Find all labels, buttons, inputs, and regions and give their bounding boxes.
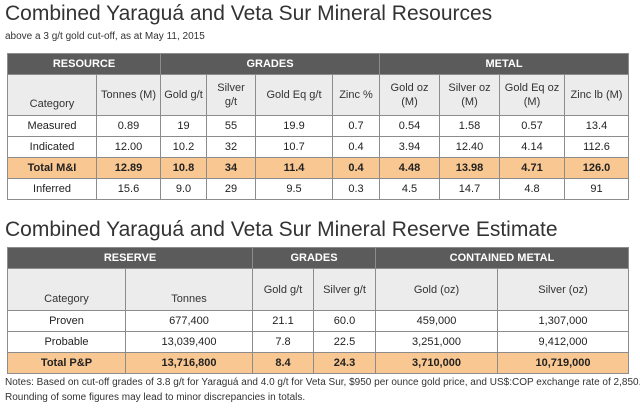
row-label: Proven bbox=[7, 310, 126, 332]
row-label: Indicated bbox=[7, 136, 97, 158]
table-cell: 34 bbox=[206, 157, 256, 179]
table-cell: 7.8 bbox=[252, 331, 314, 353]
table-cell: 10,719,000 bbox=[496, 352, 630, 374]
col-header-silver-oz: Silver (oz) bbox=[496, 268, 630, 311]
notes-line-1: Notes: Based on cut-off grades of 3.8 g/… bbox=[5, 377, 640, 388]
table-cell: 9.0 bbox=[160, 178, 207, 200]
col-header-gold-gt: Gold g/t bbox=[252, 268, 314, 311]
table-cell: 4.5 bbox=[379, 178, 440, 200]
table-cell: 12.40 bbox=[439, 136, 500, 158]
col-header-gold-eq-oz: Gold Eq oz (M) bbox=[499, 74, 565, 116]
table-cell: 9.5 bbox=[255, 178, 333, 200]
col-header-gold-eq-gt: Gold Eq g/t bbox=[255, 74, 333, 116]
table-cell: 13,039,400 bbox=[125, 331, 253, 353]
table-row: Probable 13,039,400 7.8 22.5 3,251,000 9,412,… bbox=[7, 331, 630, 353]
notes-line-2: Rounding of some figures may lead to min… bbox=[5, 392, 306, 403]
table-cell: 0.54 bbox=[379, 115, 440, 137]
row-label: Inferred bbox=[7, 178, 97, 200]
table-row: Proven 677,400 21.1 60.0 459,000 1,307,000 bbox=[7, 310, 630, 332]
table-cell: 3.94 bbox=[379, 136, 440, 158]
table-cell: 10.2 bbox=[160, 136, 207, 158]
group-header-reserve: RESERVE bbox=[7, 247, 253, 269]
col-header-gold-oz: Gold oz (M) bbox=[379, 74, 440, 116]
table-cell: 19.9 bbox=[255, 115, 333, 137]
row-label: Total P&P bbox=[7, 352, 126, 374]
table-cell: 112.6 bbox=[563, 136, 630, 158]
table-cell: 13,716,800 bbox=[125, 352, 253, 374]
table-cell: 91 bbox=[563, 178, 630, 200]
table-cell: 0.7 bbox=[332, 115, 380, 137]
col-header-category: Category bbox=[7, 74, 97, 116]
table-cell: 677,400 bbox=[125, 310, 253, 332]
reserves-table: RESERVE GRADES CONTAINED METAL Category … bbox=[7, 247, 630, 374]
row-label: Probable bbox=[7, 331, 126, 353]
table-cell: 8.4 bbox=[252, 352, 314, 374]
table-cell: 4.14 bbox=[499, 136, 565, 158]
col-header-tonnes: Tonnes (M) bbox=[96, 74, 161, 116]
resources-subtitle: above a 3 g/t gold cut-off, as at May 11… bbox=[5, 31, 205, 42]
group-header-contained-metal: CONTAINED METAL bbox=[374, 247, 630, 269]
table-cell: 3,251,000 bbox=[375, 331, 498, 353]
row-label: Total M&I bbox=[7, 157, 97, 179]
group-header-metal: METAL bbox=[378, 53, 630, 75]
table-cell: 60.0 bbox=[313, 310, 376, 332]
table-cell: 0.4 bbox=[332, 136, 380, 158]
col-header-silver-oz: Silver oz (M) bbox=[439, 74, 500, 116]
row-label: Measured bbox=[7, 115, 97, 137]
col-header-zinc-lb: Zinc lb (M) bbox=[563, 74, 630, 116]
table-cell: 24.3 bbox=[313, 352, 376, 374]
group-header-grades: GRADES bbox=[160, 53, 380, 75]
notes: Notes: Based on cut-off grades of 3.8 g/… bbox=[5, 375, 640, 405]
col-header-category: Category bbox=[7, 268, 126, 311]
resources-table: RESOURCE GRADES METAL Category Tonnes (M… bbox=[7, 53, 630, 200]
table-cell: 32 bbox=[206, 136, 256, 158]
table-cell: 4.48 bbox=[379, 157, 440, 179]
table-row: Total P&P 13,716,800 8.4 24.3 3,710,000 10,71… bbox=[7, 352, 630, 374]
table-cell: 12.89 bbox=[96, 157, 161, 179]
table-cell: 0.4 bbox=[332, 157, 380, 179]
table-cell: 12.00 bbox=[96, 136, 161, 158]
table-cell: 3,710,000 bbox=[375, 352, 498, 374]
table-cell: 14.7 bbox=[439, 178, 500, 200]
table-cell: 0.3 bbox=[332, 178, 380, 200]
table-cell: 29 bbox=[206, 178, 256, 200]
table-cell: 1,307,000 bbox=[496, 310, 630, 332]
table-cell: 4.8 bbox=[499, 178, 565, 200]
group-header-resource: RESOURCE bbox=[7, 53, 161, 75]
table-cell: 19 bbox=[160, 115, 207, 137]
resources-title: Combined Yaraguá and Veta Sur Mineral Re… bbox=[5, 2, 493, 25]
group-header-grades: GRADES bbox=[252, 247, 376, 269]
col-header-gold-oz: Gold (oz) bbox=[375, 268, 498, 311]
table-cell: 9,412,000 bbox=[496, 331, 630, 353]
table-cell: 10.7 bbox=[255, 136, 333, 158]
table-cell: 15.6 bbox=[96, 178, 161, 200]
table-cell: 1.58 bbox=[439, 115, 500, 137]
table-cell: 126.0 bbox=[563, 157, 630, 179]
table-cell: 10.8 bbox=[160, 157, 207, 179]
table-cell: 11.4 bbox=[255, 157, 333, 179]
reserves-title: Combined Yaraguá and Veta Sur Mineral Re… bbox=[5, 218, 558, 241]
table-cell: 21.1 bbox=[252, 310, 314, 332]
col-header-gold-gt: Gold g/t bbox=[160, 74, 207, 116]
table-cell: 13.98 bbox=[439, 157, 500, 179]
col-header-silver-gt: Silver g/t bbox=[313, 268, 376, 311]
table-cell: 459,000 bbox=[375, 310, 498, 332]
table-cell: 13.4 bbox=[563, 115, 630, 137]
table-row: Inferred 15.6 9.0 29 9.5 0.3 4.5 14.7 4.8 91 bbox=[7, 178, 630, 200]
table-row: Indicated 12.00 10.2 32 10.7 0.4 3.94 12.40 4.14… bbox=[7, 136, 630, 158]
table-row: Measured 0.89 19 55 19.9 0.7 0.54 1.58 0.57 13.4 bbox=[7, 115, 630, 137]
table-cell: 0.89 bbox=[96, 115, 161, 137]
col-header-zinc-pct: Zinc % bbox=[332, 74, 380, 116]
table-cell: 55 bbox=[206, 115, 256, 137]
table-row: Total M&I 12.89 10.8 34 11.4 0.4 4.48 13.98 4.71… bbox=[7, 157, 630, 179]
col-header-silver-gt: Silver g/t bbox=[206, 74, 256, 116]
table-cell: 0.57 bbox=[499, 115, 565, 137]
table-cell: 4.71 bbox=[499, 157, 565, 179]
table-cell: 22.5 bbox=[313, 331, 376, 353]
col-header-tonnes: Tonnes bbox=[125, 268, 253, 311]
